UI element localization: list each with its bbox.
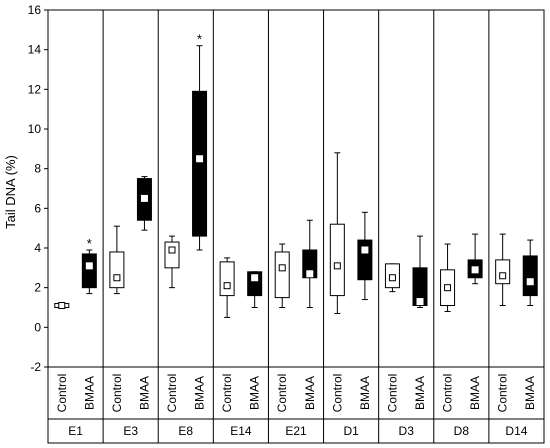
y-axis: -2 0 2 4 6 8 10 12 14 16 — [28, 3, 48, 374]
median-marker — [526, 278, 534, 286]
group-label-e3: E3 — [123, 424, 138, 438]
plot-frame — [47, 9, 545, 444]
median-marker — [361, 246, 369, 254]
box-E1-BMAA — [81, 253, 97, 289]
series-label-bmaa: BMAA — [468, 376, 482, 410]
box-layer: ** — [54, 32, 538, 318]
y-tick-label: 2 — [34, 281, 41, 295]
box-E8-Control — [164, 241, 180, 269]
series-label-control: Control — [55, 374, 69, 413]
group-label-d1: D1 — [343, 424, 359, 438]
box-D1-BMAA — [357, 239, 373, 281]
box-D3-BMAA — [412, 267, 428, 307]
y-tick-label: 16 — [28, 3, 42, 17]
series-label-bmaa: BMAA — [137, 376, 151, 410]
median-marker — [278, 264, 286, 272]
y-tick-label: -2 — [30, 360, 41, 374]
box-D14-BMAA — [522, 255, 538, 297]
group-label-e1: E1 — [68, 424, 83, 438]
median-marker — [85, 262, 93, 270]
series-label-bmaa: BMAA — [82, 376, 96, 410]
series-label-control: Control — [110, 374, 124, 413]
median-marker — [168, 246, 176, 254]
series-label-control: Control — [330, 374, 344, 413]
group-label-e21: E21 — [285, 424, 307, 438]
median-marker — [333, 262, 341, 270]
y-tick-label: 4 — [34, 241, 41, 255]
y-tick-label: 8 — [34, 162, 41, 176]
series-label-bmaa: BMAA — [248, 376, 262, 410]
series-label-control: Control — [496, 374, 510, 413]
series-label-control: Control — [275, 374, 289, 413]
group-label-e8: E8 — [178, 424, 193, 438]
significance-star: * — [87, 236, 92, 251]
group-label-e14: E14 — [230, 424, 252, 438]
series-label-bmaa: BMAA — [358, 376, 372, 410]
group-label-d3: D3 — [399, 424, 415, 438]
median-marker — [388, 274, 396, 282]
y-tick-label: 12 — [28, 82, 42, 96]
y-axis-label: Tail DNA (%) — [3, 155, 18, 229]
median-marker — [251, 274, 259, 282]
y-tick-label: 6 — [34, 201, 41, 215]
series-label-bmaa: BMAA — [193, 376, 207, 410]
box-E14-Control — [219, 261, 235, 297]
y-tick-label: 10 — [28, 122, 42, 136]
series-label-bmaa: BMAA — [303, 376, 317, 410]
box-D14-Control — [495, 259, 511, 285]
median-marker — [306, 270, 314, 278]
significance-star: * — [197, 32, 202, 47]
y-tick-label: 0 — [34, 320, 41, 334]
y-tick-label: 14 — [28, 43, 42, 57]
series-label-control: Control — [441, 374, 455, 413]
median-marker — [471, 266, 479, 274]
box-E8-BMAA — [192, 90, 208, 237]
box-D1-Control — [329, 223, 345, 297]
series-label-control: Control — [165, 374, 179, 413]
group-label-d8: D8 — [454, 424, 470, 438]
series-label-control: Control — [220, 374, 234, 413]
series-label-control: Control — [385, 374, 399, 413]
series-label-bmaa: BMAA — [413, 376, 427, 410]
plot-frame-layer — [47, 9, 545, 444]
median-marker — [444, 284, 452, 292]
median-marker — [416, 298, 424, 306]
median-marker — [223, 282, 231, 290]
series-label-bmaa: BMAA — [523, 376, 537, 410]
median-marker — [58, 302, 66, 310]
median-marker — [196, 155, 204, 163]
box-E21-Control — [274, 251, 290, 299]
median-marker — [140, 194, 148, 202]
box-E3-Control — [109, 251, 125, 289]
group-label-d14: D14 — [505, 424, 527, 438]
median-marker — [499, 272, 507, 280]
median-marker — [113, 274, 121, 282]
